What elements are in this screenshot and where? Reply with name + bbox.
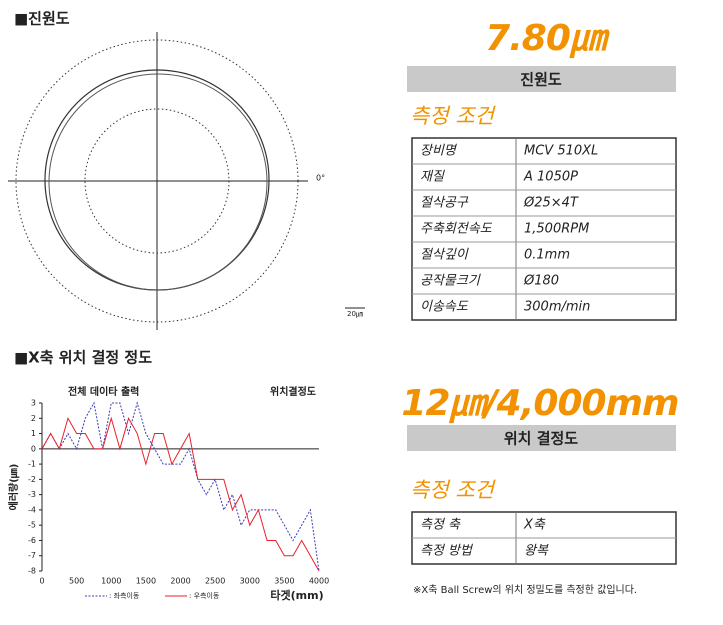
conditions-title: 측정 조건 bbox=[410, 104, 497, 128]
y-tick-label: 0 bbox=[31, 444, 36, 453]
table-key: 절삭공구 bbox=[420, 196, 469, 211]
positioning-caption: 위치 결정도 bbox=[504, 430, 578, 448]
footnote: ※X축 Ball Screw의 위치 정밀도를 측정한 값입니다. bbox=[413, 583, 637, 596]
y-tick-label: 2 bbox=[31, 414, 36, 423]
roundness-result: 7.80㎛ bbox=[485, 18, 610, 59]
x-tick-label: 4000 bbox=[309, 577, 329, 586]
y-axis-title: 에러량(㎛) bbox=[7, 464, 20, 511]
table-key: 공작물크기 bbox=[420, 274, 481, 289]
roundness-heading: ■진원도 bbox=[14, 10, 70, 28]
table-value: 왕복 bbox=[524, 544, 549, 559]
y-tick-label: -8 bbox=[28, 567, 36, 576]
x-tick-label: 1000 bbox=[101, 577, 121, 586]
table-value: Ø180 bbox=[523, 274, 559, 289]
y-tick-label: -1 bbox=[28, 460, 36, 469]
chart-subtitle: 위치결정도 bbox=[270, 385, 316, 398]
x-tick-label: 2000 bbox=[170, 577, 190, 586]
caption-bar bbox=[407, 66, 676, 92]
positioning-result: 12㎛/4,000mm bbox=[401, 383, 678, 424]
table-key: 측정 방법 bbox=[420, 544, 474, 559]
y-tick-label: 1 bbox=[31, 429, 36, 438]
x-tick-label: 2500 bbox=[205, 577, 225, 586]
conditions-title: 측정 조건 bbox=[410, 478, 497, 502]
scale-label: 20㎛ bbox=[347, 310, 363, 319]
table-value: 300m/min bbox=[524, 300, 590, 315]
table-key: 절삭깊이 bbox=[420, 248, 469, 263]
table-value: 0.1mm bbox=[524, 248, 570, 263]
table-key: 이송속도 bbox=[420, 300, 469, 315]
table-value: Ø25×4T bbox=[523, 196, 579, 211]
roundness-plot bbox=[8, 32, 365, 330]
legend-label: : 우측이동 bbox=[189, 591, 220, 600]
table-value: X축 bbox=[523, 518, 546, 533]
trace bbox=[48, 73, 268, 291]
table-key: 주축회전속도 bbox=[420, 222, 493, 237]
table-key: 장비명 bbox=[420, 144, 458, 159]
positioning-heading: ■X축 위치 결정 정도 bbox=[14, 349, 152, 367]
y-tick-label: -2 bbox=[28, 475, 36, 484]
y-tick-label: 3 bbox=[31, 399, 36, 408]
chart-title: 전체 데이타 출력 bbox=[68, 385, 139, 398]
angle-label: 0° bbox=[316, 174, 325, 183]
x-tick-label: 0 bbox=[39, 577, 44, 586]
roundness-caption: 진원도 bbox=[520, 71, 562, 89]
caption-bar bbox=[407, 425, 676, 451]
y-tick-label: -5 bbox=[28, 521, 36, 530]
table-key: 측정 축 bbox=[420, 518, 461, 533]
series-line bbox=[41, 401, 320, 572]
table-key: 재질 bbox=[420, 170, 445, 185]
x-tick-label: 3000 bbox=[240, 577, 260, 586]
x-tick-label: 1500 bbox=[136, 577, 156, 586]
table-value: MCV 510XL bbox=[524, 144, 598, 159]
y-tick-label: -4 bbox=[28, 505, 36, 514]
table-value: A 1050P bbox=[523, 170, 578, 185]
legend-label: : 좌측이동 bbox=[109, 591, 140, 600]
table-frame bbox=[411, 137, 677, 321]
series-line bbox=[41, 416, 320, 572]
y-tick-label: -3 bbox=[28, 490, 36, 499]
x-tick-label: 3500 bbox=[274, 577, 294, 586]
y-tick-label: -6 bbox=[28, 536, 36, 545]
x-tick-label: 500 bbox=[69, 577, 84, 586]
x-axis-title: 타겟(mm) bbox=[270, 588, 323, 602]
y-tick-label: -7 bbox=[28, 551, 36, 560]
table-value: 1,500RPM bbox=[524, 222, 589, 237]
